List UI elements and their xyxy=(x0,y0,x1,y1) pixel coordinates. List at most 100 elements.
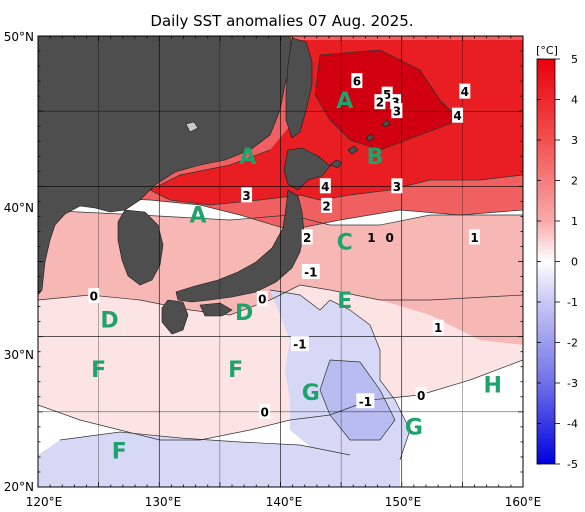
chart-title: Daily SST anomalies 07 Aug. 2025. xyxy=(150,12,413,30)
contour-label-box xyxy=(432,319,444,335)
colorbar-tick-label: -3 xyxy=(567,377,578,390)
contour-value-label: 1 xyxy=(470,231,478,245)
contour-label-box xyxy=(459,83,471,99)
contour-value-label: -1 xyxy=(293,338,306,352)
contour-value-label: -1 xyxy=(359,395,372,409)
region-label-c: C xyxy=(337,230,353,255)
contour-label-box xyxy=(374,94,386,110)
contour-label-box xyxy=(290,336,309,352)
colorbar-tick-label: -4 xyxy=(567,418,578,431)
lat-label-20n: 20°N xyxy=(4,480,34,494)
contour-label-box xyxy=(321,197,333,213)
contour-value-label: 5 xyxy=(383,88,391,102)
colorbar-tick-label: 3 xyxy=(571,134,578,147)
contour-value-label: 4 xyxy=(321,180,329,194)
contour-label-box xyxy=(356,393,375,409)
region-label-b: B xyxy=(367,145,384,170)
land-hokkaido xyxy=(283,147,331,191)
region-label-f: F xyxy=(112,439,127,464)
contour-label-box xyxy=(381,86,393,102)
region-label-layer: A A A B C D D E F F F G G H xyxy=(91,89,502,464)
longitude-axis: 120°E 130°E 140°E 150°E 160°E xyxy=(26,495,542,509)
region-label-a: A xyxy=(239,145,256,170)
region-label-g: G xyxy=(405,415,423,440)
lon-label-130e: 130°E xyxy=(145,495,182,509)
contour-label-box xyxy=(256,291,268,307)
contour-value-label: 3 xyxy=(242,189,250,203)
colorbar-tick-label: -2 xyxy=(567,337,578,350)
land-small-island xyxy=(185,121,199,133)
region-label-f: F xyxy=(91,358,106,383)
lon-label-120e: 120°E xyxy=(26,495,63,509)
contour-label-box xyxy=(301,229,313,245)
land-masses xyxy=(38,36,391,335)
land-korea xyxy=(117,209,164,286)
contour-label-box xyxy=(301,264,320,280)
colorbar-tick-label: 0 xyxy=(571,256,578,269)
colorbar: [°C] 5 4 3 2 1 0 -1 -2 -3 -4 -5 xyxy=(536,44,578,471)
contour-value-label: 6 xyxy=(353,75,361,89)
colorbar-ticks: 5 4 3 2 1 0 -1 -2 -3 -4 -5 xyxy=(537,53,578,471)
contour-value-label: -1 xyxy=(304,266,317,280)
contour-value-label: 4 xyxy=(453,109,461,123)
contour-label-box xyxy=(351,73,363,89)
contour-label-box xyxy=(88,288,100,304)
contour-label-box xyxy=(319,178,331,194)
anomaly-patch-cool-south xyxy=(38,432,400,487)
region-label-f: F xyxy=(228,358,243,383)
land-kyushu xyxy=(161,299,189,335)
contour-label-box xyxy=(469,229,480,245)
colorbar-tick-label: 1 xyxy=(571,215,578,228)
land-asia-mainland xyxy=(38,36,293,296)
colorbar-unit: [°C] xyxy=(536,44,558,57)
contour-value-label: 2 xyxy=(303,231,311,245)
contour-label-box xyxy=(452,107,464,123)
latitude-axis: 50°N 40°N 30°N 20°N xyxy=(4,30,34,494)
contour-label-box xyxy=(415,387,427,403)
colorbar-tick-label: -1 xyxy=(567,296,578,309)
contour-value-label: 0 xyxy=(417,389,425,403)
region-label-a: A xyxy=(336,89,353,114)
colorbar-tick-label: 2 xyxy=(571,175,578,188)
lat-label-50n: 50°N xyxy=(4,30,34,44)
contour-value-label: 2 xyxy=(376,96,384,110)
region-label-d: D xyxy=(235,301,253,326)
contour-value-label: 0 xyxy=(385,231,393,245)
lat-label-30n: 30°N xyxy=(4,348,34,362)
colorbar-tick-label: -5 xyxy=(567,458,578,471)
contour-value-label: 3 xyxy=(393,180,401,194)
region-label-e: E xyxy=(337,289,352,314)
region-label-g: G xyxy=(302,381,320,406)
contour-value-label: 1 xyxy=(367,231,375,245)
region-label-h: H xyxy=(483,373,501,398)
contour-value-label: 4 xyxy=(461,85,469,99)
land-shikoku xyxy=(199,302,233,317)
lon-label-140e: 140°E xyxy=(266,495,303,509)
region-label-d: D xyxy=(100,309,118,334)
contour-value-label: 0 xyxy=(90,290,98,304)
contour-value-label: 3 xyxy=(392,96,400,110)
contour-value-label: 0 xyxy=(261,405,269,419)
contour-value-label: 3 xyxy=(393,105,401,119)
contour-label-box xyxy=(390,94,402,110)
lat-label-40n: 40°N xyxy=(4,201,34,215)
contour-label-box xyxy=(241,187,253,203)
graticule xyxy=(38,36,523,487)
frame-ticks xyxy=(37,35,524,488)
lon-label-160e: 160°E xyxy=(505,495,542,509)
contour-label-box xyxy=(259,403,271,419)
contour-label-box xyxy=(391,103,403,119)
colorbar-tick-label: 4 xyxy=(571,94,578,107)
land-sakhalin xyxy=(285,37,313,139)
contour-value-label: 0 xyxy=(258,293,266,307)
contour-label-box xyxy=(391,178,403,194)
colorbar-tick-label: 5 xyxy=(571,53,578,66)
land-kurils xyxy=(329,119,391,169)
contour-value-label: 2 xyxy=(322,199,330,213)
region-label-a: A xyxy=(190,203,207,228)
lon-label-150e: 150°E xyxy=(385,495,422,509)
